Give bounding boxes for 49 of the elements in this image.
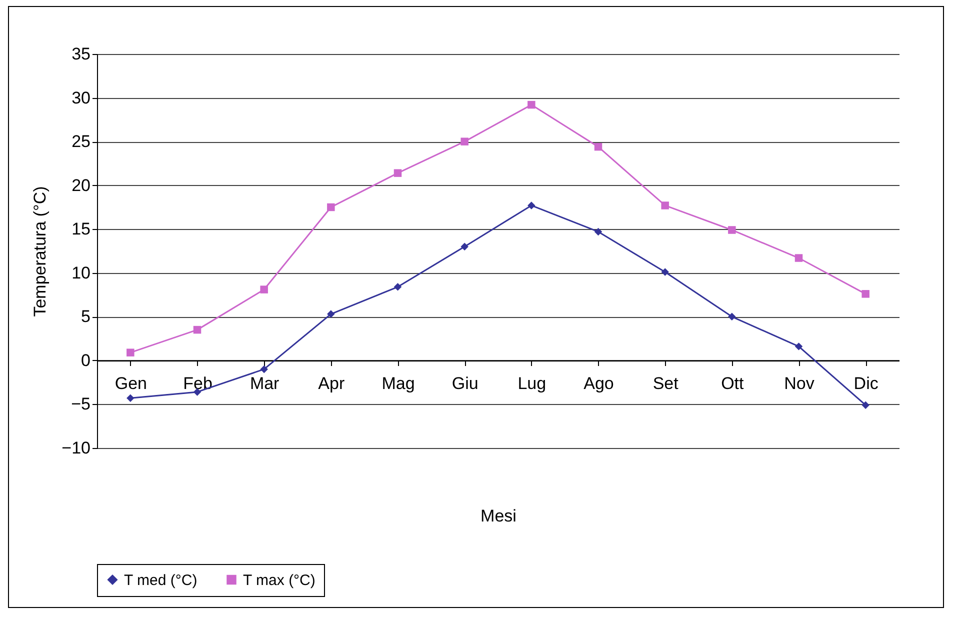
point xyxy=(594,228,602,236)
x-tick-label: Apr xyxy=(318,374,345,393)
x-tick-label: Mag xyxy=(382,374,415,393)
x-tick-label: Feb xyxy=(183,374,212,393)
y-tick-label: −5 xyxy=(71,394,90,414)
y-tick-label: 5 xyxy=(81,307,90,326)
x-tick-label: Set xyxy=(652,374,679,393)
x-tick-label: Mar xyxy=(250,374,280,393)
y-tick-label: 30 xyxy=(72,88,90,108)
y-tick-label: 10 xyxy=(72,263,90,282)
point xyxy=(528,202,536,210)
legend-label: T max (°C) xyxy=(243,572,316,589)
point xyxy=(460,138,468,146)
x-tick-label: Ott xyxy=(721,374,744,393)
point xyxy=(661,202,669,210)
point xyxy=(794,342,803,350)
point xyxy=(394,169,402,177)
point xyxy=(528,100,536,109)
point xyxy=(862,401,870,409)
point xyxy=(728,226,736,234)
x-tick-label: Ago xyxy=(584,374,614,393)
y-axis-title: Temperatura (°C) xyxy=(30,186,50,317)
point xyxy=(327,310,335,318)
point xyxy=(394,283,402,291)
point xyxy=(594,142,602,151)
point xyxy=(862,290,870,298)
x-axis-title: Mesi xyxy=(480,506,516,526)
point xyxy=(728,312,736,321)
legend-label: T med (°C) xyxy=(124,572,198,589)
point xyxy=(126,348,134,356)
x-tick-label: Dic xyxy=(854,374,879,393)
y-tick-label: 15 xyxy=(72,220,90,239)
point xyxy=(260,286,268,294)
point xyxy=(260,365,268,374)
y-tick-label: 0 xyxy=(81,350,90,370)
x-tick-label: Lug xyxy=(518,374,546,393)
y-tick-label: 35 xyxy=(72,44,90,64)
point xyxy=(794,254,803,262)
point xyxy=(327,203,335,212)
point xyxy=(126,394,134,402)
point xyxy=(661,268,669,276)
x-tick-label: Nov xyxy=(784,374,815,393)
y-tick-label: 25 xyxy=(72,132,90,152)
point xyxy=(193,326,202,334)
x-tick-label: Giu xyxy=(452,374,478,393)
point xyxy=(460,242,468,250)
y-tick-label: −10 xyxy=(62,438,90,458)
x-tick-label: Gen xyxy=(114,374,147,393)
y-tick-label: 20 xyxy=(72,176,90,195)
